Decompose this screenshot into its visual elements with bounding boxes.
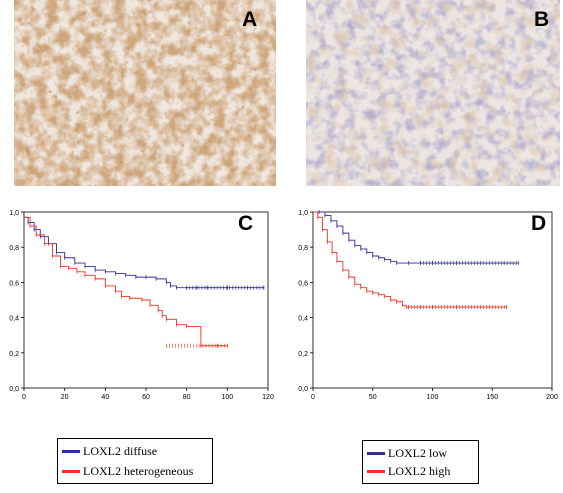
x-tick-label: 50 <box>369 394 377 401</box>
legend-item: LOXL2 diffuse <box>62 444 157 459</box>
km-chart-c: 0,0 0,2 0,4 0,6 0,8 1,0 0 20 40 60 80 100 120 <box>9 210 274 401</box>
micrograph-a: A <box>14 0 276 186</box>
y-tick-label: 0,0 <box>9 386 19 393</box>
x-tick-label: 100 <box>427 394 439 401</box>
legend-item: LOXL2 low <box>367 446 447 461</box>
x-tick-label: 120 <box>262 394 274 401</box>
legend-label: LOXL2 high <box>388 464 451 478</box>
y-tick-label: 0,6 <box>9 280 19 287</box>
legend-label: LOXL2 low <box>388 446 447 460</box>
panel-letter-b: B <box>534 8 550 31</box>
legend-swatch-red <box>62 470 80 473</box>
legend-swatch-blue <box>367 452 385 455</box>
y-tick-label: 0,8 <box>9 245 19 252</box>
micrograph-b: B <box>306 0 560 186</box>
y-tick-label: 1,0 <box>298 210 308 217</box>
legend-d: LOXL2 low LOXL2 high <box>362 440 479 484</box>
legend-label: LOXL2 diffuse <box>83 444 158 458</box>
km-curve-first <box>313 211 519 264</box>
legend-c: LOXL2 diffuse LOXL2 heterogeneous <box>57 438 213 484</box>
y-tick-label: 0,0 <box>298 386 308 393</box>
y-tick-label: 1,0 <box>9 210 19 217</box>
legend-item: LOXL2 high <box>367 464 450 479</box>
km-curve-second <box>24 216 228 347</box>
x-tick-label: 0 <box>311 394 315 401</box>
micrograph-a-image <box>14 0 276 186</box>
y-tick-label: 0,2 <box>9 351 19 358</box>
panel-letter-a: A <box>242 8 258 31</box>
y-tick-label: 0,8 <box>298 245 308 252</box>
x-tick-label: 40 <box>101 394 109 401</box>
km-curve-first <box>24 216 264 289</box>
x-tick-label: 20 <box>61 394 69 401</box>
micrograph-b-image <box>306 0 560 186</box>
km-chart-d: 0,0 0,2 0,4 0,6 0,8 1,0 0 50 100 150 200 <box>298 210 558 401</box>
panel-letter-d: D <box>531 212 547 235</box>
y-tick-label: 0,6 <box>298 280 308 287</box>
legend-swatch-red <box>367 470 385 473</box>
x-tick-label: 60 <box>142 394 150 401</box>
legend-label: LOXL2 heterogeneous <box>83 464 194 478</box>
panel-letter-c: C <box>238 212 254 235</box>
x-tick-label: 100 <box>221 394 233 401</box>
y-tick-label: 0,4 <box>298 316 308 323</box>
legend-item: LOXL2 heterogeneous <box>62 464 193 479</box>
y-tick-label: 0,4 <box>9 316 19 323</box>
x-tick-label: 80 <box>183 394 191 401</box>
x-tick-label: 200 <box>546 394 558 401</box>
y-tick-label: 0,2 <box>298 351 308 358</box>
x-tick-label: 0 <box>22 394 26 401</box>
legend-swatch-blue <box>62 450 80 453</box>
x-tick-label: 150 <box>486 394 498 401</box>
